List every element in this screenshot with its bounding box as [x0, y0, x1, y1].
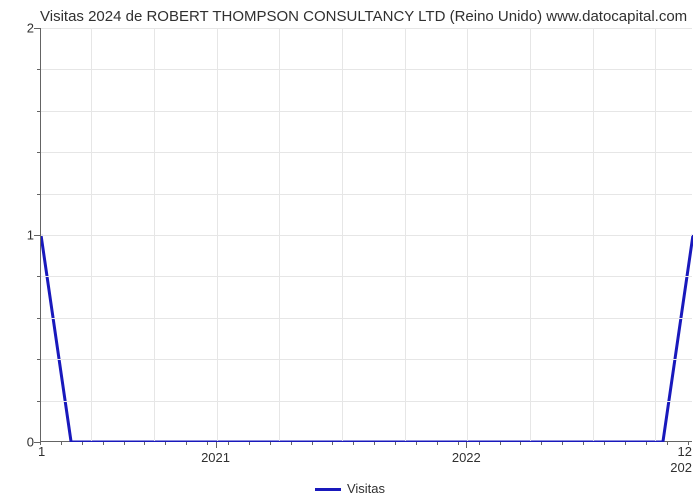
- x-minor-tick: [332, 442, 333, 445]
- x-minor-tick: [249, 442, 250, 445]
- x-minor-tick: [82, 442, 83, 445]
- x-minor-tick: [604, 442, 605, 445]
- gridline-v: [154, 28, 155, 441]
- y-minor-tick: [37, 318, 40, 319]
- y-minor-tick: [37, 276, 40, 277]
- x-minor-tick: [479, 442, 480, 445]
- gridline-h: [41, 194, 692, 195]
- x-minor-tick: [270, 442, 271, 445]
- x2-left-label: 1: [38, 444, 45, 459]
- gridline-h: [41, 28, 692, 29]
- gridline-v: [593, 28, 594, 441]
- x-minor-tick: [458, 442, 459, 445]
- x-minor-tick: [520, 442, 521, 445]
- x-minor-tick: [124, 442, 125, 445]
- x-minor-tick: [165, 442, 166, 445]
- x-minor-tick: [353, 442, 354, 445]
- x-minor-tick: [667, 442, 668, 445]
- x-minor-tick: [312, 442, 313, 445]
- gridline-v: [342, 28, 343, 441]
- gridline-h: [41, 235, 692, 236]
- plot-area: [40, 28, 692, 442]
- y-minor-tick: [37, 359, 40, 360]
- y-minor-tick: [37, 28, 40, 29]
- x-minor-tick: [228, 442, 229, 445]
- gridline-v: [217, 28, 218, 441]
- gridline-h: [41, 359, 692, 360]
- gridline-v: [655, 28, 656, 441]
- y-minor-tick: [37, 111, 40, 112]
- gridline-h: [41, 111, 692, 112]
- x2-right-label-2: 202: [670, 460, 692, 475]
- y-minor-tick: [37, 235, 40, 236]
- gridline-v: [91, 28, 92, 441]
- x-minor-tick: [583, 442, 584, 445]
- x-minor-tick: [395, 442, 396, 445]
- x-minor-tick: [186, 442, 187, 445]
- gridline-h: [41, 276, 692, 277]
- x-minor-tick: [144, 442, 145, 445]
- y-tick-label: 0: [27, 435, 34, 450]
- x-minor-tick: [61, 442, 62, 445]
- series-line: [41, 235, 693, 442]
- legend: Visitas: [0, 481, 700, 496]
- x-tick: [216, 442, 217, 448]
- chart-title: Visitas 2024 de ROBERT THOMPSON CONSULTA…: [40, 8, 687, 25]
- gridline-v: [405, 28, 406, 441]
- x-minor-tick: [207, 442, 208, 445]
- gridline-h: [41, 401, 692, 402]
- chart-container: Visitas 2024 de ROBERT THOMPSON CONSULTA…: [0, 0, 700, 500]
- x-minor-tick: [416, 442, 417, 445]
- legend-label: Visitas: [347, 481, 385, 496]
- x-minor-tick: [562, 442, 563, 445]
- gridline-v: [279, 28, 280, 441]
- gridline-v: [530, 28, 531, 441]
- gridline-h: [41, 318, 692, 319]
- x-minor-tick: [437, 442, 438, 445]
- x-minor-tick: [374, 442, 375, 445]
- y-tick-label: 2: [27, 21, 34, 36]
- x-tick-label: 2022: [452, 450, 481, 465]
- x-tick-label: 2021: [201, 450, 230, 465]
- gridline-h: [41, 69, 692, 70]
- gridline-h: [41, 152, 692, 153]
- x-minor-tick: [103, 442, 104, 445]
- x-minor-tick: [646, 442, 647, 445]
- gridline-v: [467, 28, 468, 441]
- x2-right-label: 12: [678, 444, 692, 459]
- y-minor-tick: [37, 194, 40, 195]
- legend-swatch: [315, 488, 341, 491]
- x-minor-tick: [541, 442, 542, 445]
- y-minor-tick: [37, 401, 40, 402]
- y-minor-tick: [37, 152, 40, 153]
- y-minor-tick: [37, 69, 40, 70]
- x-tick: [466, 442, 467, 448]
- x-minor-tick: [500, 442, 501, 445]
- x-minor-tick: [291, 442, 292, 445]
- y-tick-label: 1: [27, 228, 34, 243]
- x-minor-tick: [625, 442, 626, 445]
